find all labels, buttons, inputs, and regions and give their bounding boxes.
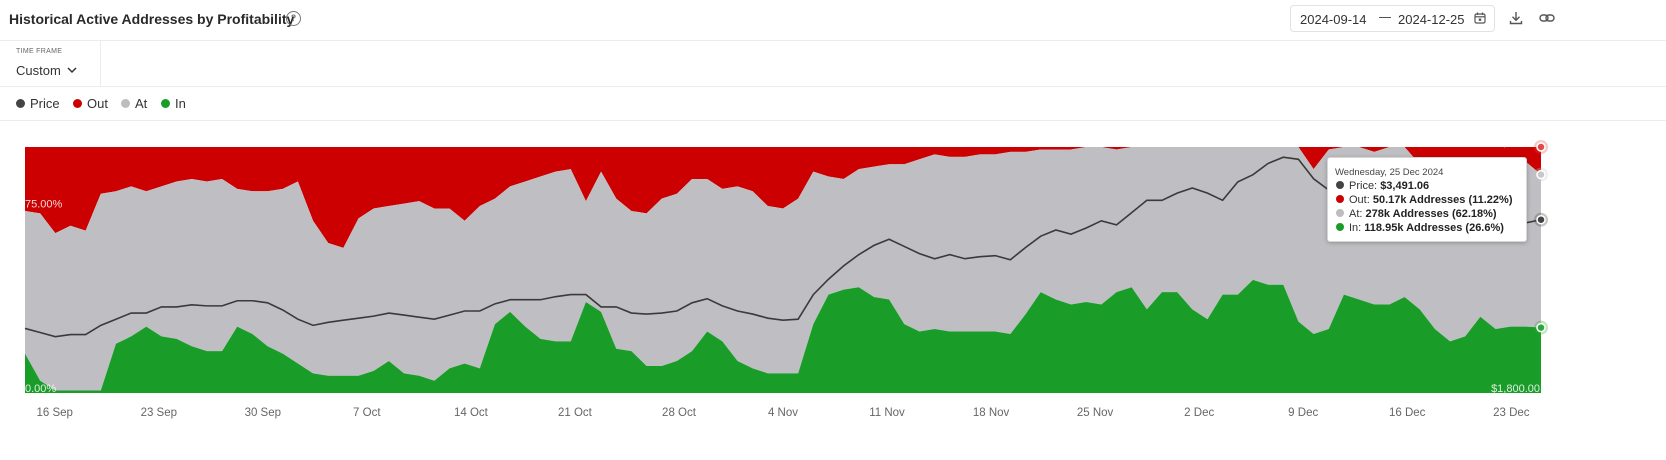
tooltip-date: Wednesday, 25 Dec 2024 xyxy=(1335,167,1444,178)
marker-in xyxy=(1536,322,1546,333)
timeframe-selector[interactable]: TIME FRAME Custom xyxy=(0,41,101,86)
timeframe-row: TIME FRAME Custom xyxy=(0,41,1666,87)
legend-item-in[interactable]: In xyxy=(161,96,186,112)
y-right-tick-label: $1,800.00 xyxy=(1491,383,1540,395)
area-out xyxy=(25,147,1541,248)
tooltip-row-in: In: 118.95k Addresses (26.6%) xyxy=(1336,222,1504,234)
tooltip-out-value: 50.17k Addresses (11.22%) xyxy=(1372,194,1513,206)
y-left-tick-label: 100.00% xyxy=(25,137,69,149)
chart-header: Historical Active Addresses by Profitabi… xyxy=(0,0,1666,41)
legend-dot-out xyxy=(73,99,82,108)
tooltip-out-label: Out: xyxy=(1349,194,1370,206)
profitability-chart[interactable]: 100.00% 75.00% 0.00% $4,200.00 $1,800.00 16 S… xyxy=(0,121,1666,431)
legend-item-price[interactable]: Price xyxy=(16,96,60,112)
page-title: Historical Active Addresses by Profitabi… xyxy=(9,11,295,27)
legend-item-out[interactable]: Out xyxy=(73,96,108,112)
x-tick-label: 11 Nov xyxy=(869,407,905,419)
download-icon[interactable] xyxy=(1509,11,1523,25)
tooltip-row-price: Price: $3,491.06 xyxy=(1336,180,1429,192)
legend-item-at[interactable]: At xyxy=(121,96,147,112)
x-tick-label: 28 Oct xyxy=(662,407,697,419)
x-tick-label: 7 Oct xyxy=(353,407,381,419)
y-left-tick-label: 0.00% xyxy=(25,383,56,395)
legend-label-out: Out xyxy=(87,96,108,111)
tooltip-dot-out xyxy=(1336,195,1344,203)
tooltip-price-label: Price: xyxy=(1349,180,1378,192)
x-tick-label: 23 Dec xyxy=(1493,407,1530,419)
legend-dot-at xyxy=(121,99,130,108)
area-at xyxy=(25,147,1541,391)
calendar-icon[interactable] xyxy=(1474,12,1486,24)
timeframe-select[interactable]: Custom xyxy=(16,63,61,78)
tooltip-dot-at xyxy=(1336,209,1344,217)
tooltip-row-at: At: 278k Addresses (62.18%) xyxy=(1336,208,1497,220)
tooltip-at-value: 278k Addresses (62.18%) xyxy=(1365,208,1497,220)
tooltip-row-out: Out: 50.17k Addresses (11.22%) xyxy=(1336,194,1513,206)
marker-out xyxy=(1536,142,1546,152)
legend-dot-in xyxy=(161,99,170,108)
x-tick-label: 21 Oct xyxy=(558,407,593,419)
x-tick-label: 23 Sep xyxy=(141,407,177,419)
legend-label-price: Price xyxy=(30,96,60,111)
line-price xyxy=(24,156,1542,338)
tooltip-in-label: In: xyxy=(1349,222,1362,234)
marker-price xyxy=(1536,214,1546,225)
tooltip-at-label: At: xyxy=(1349,208,1363,220)
y-left-tick-label: 75.00% xyxy=(25,199,63,211)
x-tick-label: 30 Sep xyxy=(245,407,281,419)
tooltip-dot-price xyxy=(1336,181,1344,189)
x-tick-label: 4 Nov xyxy=(768,407,798,419)
link-icon[interactable] xyxy=(1539,11,1555,25)
tooltip-in-value: 118.95k Addresses (26.6%) xyxy=(1364,222,1504,234)
question-circle-icon[interactable]: ? xyxy=(286,11,301,26)
chevron-down-icon[interactable] xyxy=(67,67,77,74)
x-tick-label: 9 Dec xyxy=(1288,407,1318,419)
chart-tooltip: Wednesday, 25 Dec 2024 Price: $3,491.06 … xyxy=(1327,157,1527,242)
area-in xyxy=(25,279,1541,393)
x-tick-label: 25 Nov xyxy=(1077,407,1114,419)
x-tick-label: 16 Sep xyxy=(36,407,72,419)
marker-at xyxy=(1536,169,1546,180)
legend-dot-price xyxy=(16,99,25,108)
date-start[interactable]: 2024-09-14 xyxy=(1300,12,1367,27)
legend: Price Out At In xyxy=(0,87,1666,121)
legend-label-in: In xyxy=(175,96,186,111)
x-tick-label: 2 Dec xyxy=(1184,407,1214,419)
date-end[interactable]: 2024-12-25 xyxy=(1398,12,1465,27)
legend-label-at: At xyxy=(135,96,148,111)
date-range-picker[interactable]: 2024-09-14 2024-12-25 xyxy=(1290,5,1495,32)
x-tick-label: 18 Nov xyxy=(973,407,1010,419)
timeframe-label: TIME FRAME xyxy=(16,48,63,55)
x-tick-label: 16 Dec xyxy=(1389,407,1426,419)
tooltip-price-value: $3,491.06 xyxy=(1380,180,1430,192)
x-tick-label: 14 Oct xyxy=(454,407,489,419)
tooltip-dot-in xyxy=(1336,223,1344,231)
y-right-tick-label: $4,200.00 xyxy=(1491,137,1540,149)
date-separator xyxy=(1379,17,1391,18)
